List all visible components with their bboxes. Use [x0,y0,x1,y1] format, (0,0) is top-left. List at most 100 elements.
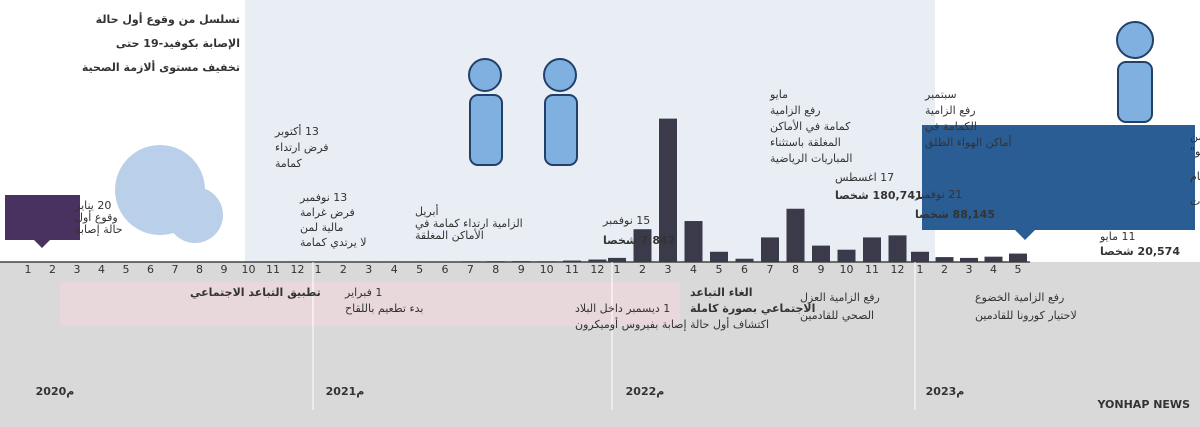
case-bar [837,249,856,262]
case-bar [735,258,754,262]
case-bar [1009,253,1027,262]
annotation-line: رفع إلزامية الكمامة في العيادات والصيدلي… [1190,195,1200,208]
annotation-line: بدء تطعيم باللقاح [345,302,423,315]
people [468,21,1154,166]
annotation-line: الزامية ارتداء كمامة في [415,217,523,230]
month-label: 2 [941,263,948,276]
month-label: 5 [416,263,423,276]
annotation-line: كمامة [275,157,303,170]
month-label: 2 [340,263,347,276]
annotation-line: لاحتيار كورونا للقادمين [975,309,1077,322]
month-label: 1 [315,263,322,276]
annotation-line: 20,574 شخصا [1100,245,1180,258]
month-label: 12 [891,263,905,276]
annotation-line: تطبيق التباعد الاجتماعي [190,286,321,299]
title-line: تخفيف مستوى ألازمة الصحية [82,60,240,74]
month-label: 1 [917,263,924,276]
month-label: 8 [792,263,799,276]
annotation-line: 88,145 شخصا [915,208,995,221]
case-bar [984,256,1003,262]
case-bar [486,261,505,262]
month-label: 9 [818,263,825,276]
month-label: 6 [741,263,748,276]
month-label: 5 [716,263,723,276]
annotation-line: 180,741 شخصا [835,189,923,202]
case-bar [588,259,607,262]
annotation-line: حالة إصابة [75,223,123,236]
distancing-band [60,282,680,326]
annotation-line: 7,842 شخصا [603,234,675,247]
annotation-line: سبتمبر [924,88,957,101]
annotation-line: خفض مستوى الأزمة من كوفيد-19 من [1190,129,1200,143]
month-label: 1 [25,263,32,276]
annotation-line: 21 نوفمبر [914,188,962,201]
annotation-line: 1 فبراير [344,286,382,299]
virus [115,145,223,243]
case-bar [761,237,779,262]
month-label: 4 [391,263,398,276]
month-label: 3 [966,263,973,276]
annotation-line: الاجتماعي بصورة كاملة [690,302,815,315]
annotation-line: 20 يناير [74,199,111,212]
annotation-line: فرض ارتداء [275,141,329,154]
month-label: 11 [865,263,879,276]
right-bubble [922,125,1195,240]
annotation-line: 13 أكتوبر [274,124,319,138]
annotation-line: الصحي للقادمين [800,309,874,322]
annotation-line: المباريات الرياضية [770,152,852,165]
annotation-line: وقوع أول [75,210,118,224]
month-label: 4 [690,263,697,276]
annotation-line: مالية لمن [300,221,344,234]
annotation-line: إلزامية العزل الصحي للمصابين لمدة 7 أيام… [1190,169,1200,183]
case-bar [888,235,907,262]
annotation-line: 1 ديسمبر داخل البلاد [575,302,670,315]
annotation-line: 17 اغسطس [835,171,894,184]
month-label: 11 [565,263,579,276]
month-label: 3 [365,263,372,276]
month-label: 5 [123,263,130,276]
month-label: 7 [767,263,774,276]
year-label: 2021م [326,385,365,398]
case-bar [684,221,703,262]
month-label: 9 [221,263,228,276]
month-label: 8 [492,263,499,276]
annotation-line: 13 نوفمبر [299,191,347,204]
month-label: 7 [172,263,179,276]
annotation-line: أبريل [415,204,439,218]
month-label: 2 [639,263,646,276]
month-label: 8 [196,263,203,276]
logo: YONHAP NEWS [1096,398,1190,411]
case-bar [659,118,677,262]
annotation-line: كمامة في الأماكن [770,119,851,133]
month-label: 3 [74,263,81,276]
annotation-line: رفع الزامية [770,104,821,117]
annotation-line: مايو [769,88,788,101]
annotation-line: خطير " الى " تنبيه " ابتداء من الأول من … [1190,144,1200,158]
annotation-line: أماكن الهواء الطلق [925,135,1012,150]
case-bar [812,245,830,262]
month-label: 10 [242,263,256,276]
case-bar [563,260,581,262]
month-label: 1 [614,263,621,276]
month-label: 10 [540,263,554,276]
annotation-line: اكتشاف أول حالة إصابة بفيروس أوميكرون [575,317,769,331]
case-bar [863,237,881,262]
annotation-line: المغلقة باستثناء [770,136,841,149]
title-line: الإصابة بكوفيد-19 حتى [116,37,240,50]
year-label: 2023م [926,385,965,398]
case-bar [461,261,480,262]
month-label: 12 [590,263,604,276]
month-label: 2 [49,263,56,276]
case-bar [537,261,556,262]
annotation-line: الكمامة في [925,120,977,133]
month-label: 4 [98,263,105,276]
month-label: 4 [990,263,997,276]
annotation-line: لا يرتدي كمامة [300,236,367,249]
month-label: 12 [291,263,305,276]
case-bar [608,257,626,262]
case-bar [911,251,929,262]
case-bar [633,229,652,262]
month-label: 6 [147,263,154,276]
